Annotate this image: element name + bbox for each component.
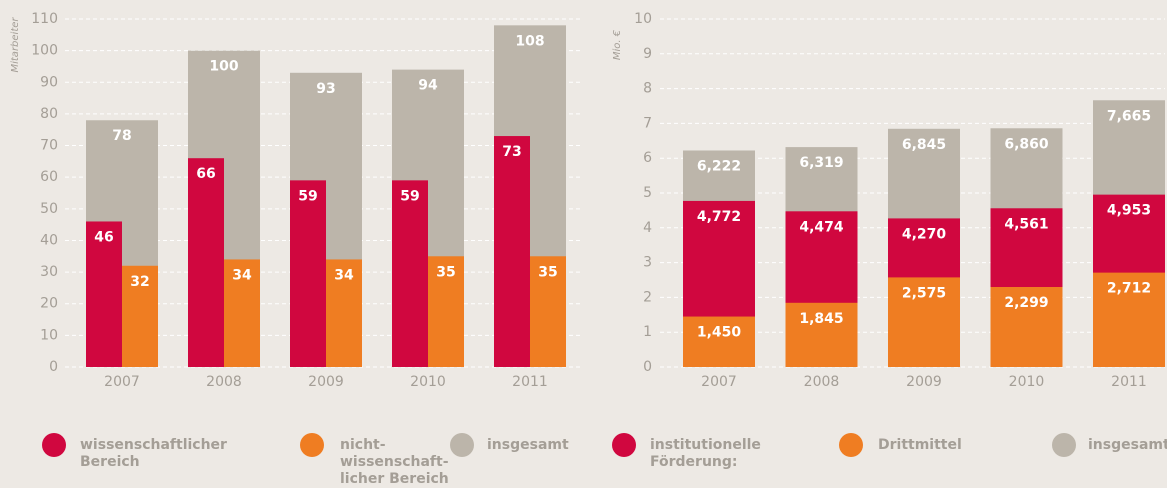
value-label: 59 [400,188,419,204]
x-tick-label: 2008 [206,374,242,390]
x-tick-label: 2011 [1111,374,1147,390]
value-label: 35 [436,264,455,280]
bar [428,256,464,367]
bar [785,302,858,367]
charts: Mitarbeiter01020304050607080901001102007… [10,11,1165,390]
bar [530,256,566,367]
value-label: 2,299 [1004,295,1048,311]
bar [888,277,960,367]
y-tick-label: 40 [40,232,58,248]
value-label: 108 [515,33,544,49]
y-axis-label: Mio. € [612,29,623,60]
x-tick-label: 2007 [701,374,737,390]
bar [494,136,530,367]
value-label: 4,270 [902,226,947,242]
y-tick-label: 0 [643,359,652,375]
bar [290,180,326,367]
value-label: 35 [538,264,557,280]
value-label: 4,474 [799,219,844,235]
y-tick-label: 1 [643,324,652,340]
value-label: 2,712 [1107,281,1151,297]
value-label: 73 [502,144,521,160]
legend-marker [1052,433,1076,457]
x-tick-label: 2009 [906,374,942,390]
value-label: 2,575 [902,285,946,301]
y-tick-label: 90 [40,74,58,90]
y-tick-label: 80 [40,106,58,122]
y-tick-label: 10 [40,327,58,343]
y-tick-label: 7 [643,115,652,131]
y-tick-label: 70 [40,138,58,154]
y-tick-label: 5 [643,185,652,201]
bar [683,316,755,367]
value-label: 1,450 [697,325,742,341]
legend-marker [839,433,863,457]
legend-marker [450,433,474,457]
page: Mitarbeiter 0 10 20 30 40 50 60 70 80 90 100 110 2007… [10,11,1167,487]
x-tick-label: 2010 [410,374,446,390]
value-label: 7,665 [1107,108,1151,124]
legend-marker [300,433,324,457]
bar [188,158,224,367]
legend-label: insgesamt [487,437,569,453]
value-label: 6,860 [1004,136,1049,152]
x-tick-label: 2008 [804,374,840,390]
bar [990,286,1063,367]
legend-label: institutionelle Förderung: [650,437,761,470]
value-label: 4,953 [1107,203,1151,219]
bar [86,221,122,367]
bar [122,265,158,367]
y-axis-label: Mitarbeiter [10,17,21,73]
value-label: 34 [334,267,354,283]
y-tick-label: 50 [40,201,58,217]
y-tick-label: 8 [643,81,652,97]
x-tick-label: 2007 [104,374,140,390]
value-label: 6,319 [799,155,843,171]
y-tick-label: 2 [643,289,652,305]
value-label: 59 [298,188,317,204]
y-tick-label: 110 [31,11,58,27]
x-tick-label: 2010 [1009,374,1045,390]
value-label: 66 [196,166,215,182]
y-tick-label: 6 [643,150,652,166]
y-tick-label: 4 [643,220,652,236]
y-tick-label: 3 [643,255,652,271]
value-label: 93 [316,81,335,97]
bar [392,180,428,367]
bar [224,259,260,367]
value-label: 78 [112,128,131,144]
value-label: 4,561 [1004,216,1048,232]
value-label: 4,772 [697,209,741,225]
legend-marker [42,433,66,457]
legend-marker [612,433,636,457]
y-tick-label: 60 [40,169,58,185]
value-label: 6,845 [902,137,946,153]
value-label: 1,845 [799,311,843,327]
y-tick-label: 9 [643,46,652,62]
legend-label: wissenschaftlicher Bereich [80,437,227,470]
y-tick-label: 30 [40,264,58,280]
legend-label: insgesamt [1088,437,1167,453]
legend-label: Drittmittel [878,437,962,453]
bar [1093,272,1165,367]
value-label: 34 [232,267,252,283]
value-label: 6,222 [697,158,741,174]
x-tick-label: 2009 [308,374,344,390]
y-tick-label: 10 [634,11,652,27]
value-label: 94 [418,78,438,94]
value-label: 100 [209,59,238,75]
y-tick-label: 20 [40,296,58,312]
value-label: 32 [130,274,149,290]
y-tick-label: 100 [31,43,58,59]
value-label: 46 [94,229,113,245]
y-tick-label: 0 [49,359,58,375]
x-tick-label: 2011 [512,374,548,390]
bar [326,259,362,367]
